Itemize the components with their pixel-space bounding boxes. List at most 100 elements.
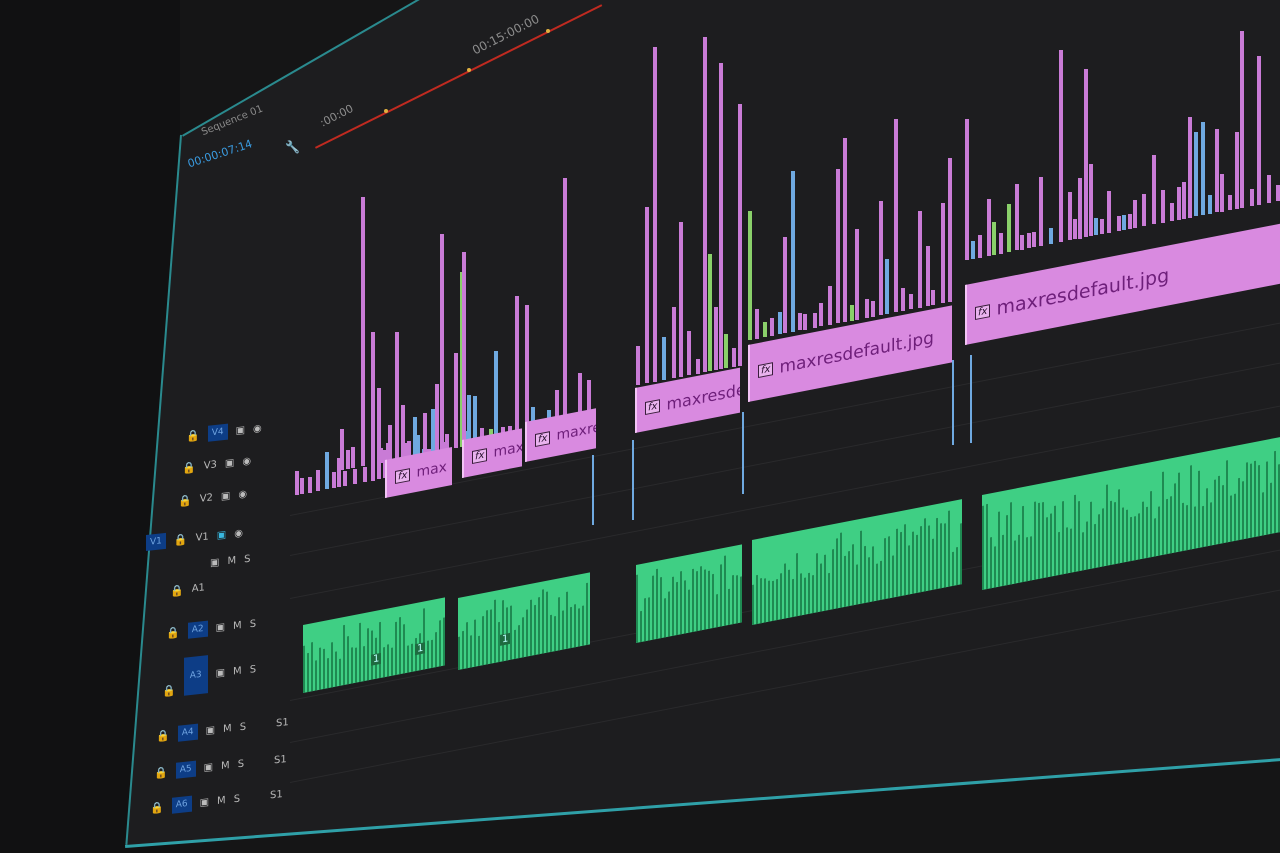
waveform-bar — [1106, 484, 1108, 566]
waveform-bar — [1118, 488, 1120, 564]
toggle-output-icon[interactable]: ▣ — [216, 529, 227, 542]
toggle-output-icon[interactable]: ▣ — [215, 621, 226, 634]
lock-icon[interactable]: 🔒 — [173, 532, 188, 547]
stacked-clip-spike — [332, 471, 336, 488]
waveform-bar — [876, 563, 878, 601]
eye-icon[interactable]: ◉ — [238, 488, 248, 501]
waveform-bar — [391, 647, 393, 676]
toggle-output-icon[interactable]: ▣ — [210, 557, 220, 569]
lock-icon[interactable]: 🔒 — [166, 625, 180, 640]
waveform-bar — [990, 537, 992, 589]
stacked-clip-spike — [587, 380, 591, 427]
solo-button[interactable]: S — [249, 618, 257, 630]
stacked-clip-spike — [343, 470, 347, 486]
stacked-clip-spike — [791, 170, 795, 332]
waveform-bar — [812, 574, 814, 614]
waveform-bar — [720, 564, 722, 627]
clip-name: maxı — [493, 438, 522, 461]
waveform-bar — [692, 568, 694, 633]
fx-badge-icon: fx — [472, 447, 488, 464]
waveform-bar — [1034, 501, 1036, 580]
waveform-bar — [736, 574, 738, 624]
toggle-output-icon[interactable]: ▣ — [220, 490, 231, 503]
lock-icon[interactable]: 🔒 — [170, 583, 184, 598]
waveform-bar — [1194, 506, 1196, 549]
solo-button[interactable]: S — [244, 553, 251, 566]
waveform-bar — [474, 619, 476, 667]
waveform-bar — [1198, 470, 1200, 549]
fx-badge-icon: fx — [535, 430, 551, 447]
waveform-bar — [1110, 500, 1112, 566]
mute-button[interactable]: M — [227, 555, 237, 568]
clip-marker: 1 — [500, 632, 511, 646]
solo-button[interactable]: S — [239, 721, 247, 733]
stacked-clip-spike — [340, 429, 344, 470]
waveform-bar — [1266, 461, 1268, 535]
lock-icon[interactable]: 🔒 — [186, 428, 200, 443]
stacked-clip-spike — [926, 245, 930, 307]
toggle-output-icon[interactable]: ▣ — [199, 796, 210, 809]
waveform-bar — [948, 510, 950, 587]
mute-button[interactable]: M — [217, 794, 226, 807]
mute-button[interactable]: M — [223, 722, 232, 735]
stacked-clip-spike — [1267, 174, 1271, 203]
toggle-output-icon[interactable]: ▣ — [203, 761, 214, 774]
eye-icon[interactable]: ◉ — [234, 527, 243, 540]
waveform-bar — [578, 608, 580, 647]
track-label: V2 — [199, 492, 213, 505]
wrench-icon[interactable]: 🔧 — [285, 140, 300, 154]
source-patch[interactable]: V1 — [146, 532, 166, 551]
stacked-clip-spike — [563, 177, 567, 431]
stacked-clip-spike — [1078, 178, 1082, 239]
mute-button[interactable]: M — [233, 619, 242, 632]
waveform-bar — [435, 632, 437, 668]
waveform-bar — [1062, 501, 1064, 575]
waveform-bar — [998, 511, 1000, 587]
lock-icon[interactable]: 🔒 — [156, 728, 170, 743]
waveform-bar — [664, 597, 666, 638]
toggle-output-icon[interactable]: ▣ — [205, 724, 216, 737]
solo-button[interactable]: S — [233, 793, 241, 805]
stacked-clip-spike — [813, 312, 817, 328]
stacked-clip-spike — [714, 306, 718, 371]
waveform-bar — [904, 524, 906, 596]
waveform-bar — [708, 570, 710, 630]
solo-button[interactable]: S — [249, 663, 257, 676]
waveform-bar — [1114, 501, 1116, 565]
toggle-output-icon[interactable]: ▣ — [224, 457, 235, 470]
waveform-bar — [534, 605, 536, 656]
mute-button[interactable]: M — [233, 665, 242, 678]
waveform-bar — [1238, 477, 1240, 541]
waveform-bar — [696, 570, 698, 632]
stacked-clip-spike — [1128, 213, 1132, 230]
waveform-bar — [920, 526, 922, 593]
stacked-clip-spike — [431, 408, 435, 453]
waveform-bar — [1046, 516, 1048, 578]
stacked-clip-spike — [999, 233, 1003, 254]
stacked-clip-spike — [295, 470, 299, 495]
solo-button[interactable]: S — [237, 758, 245, 770]
eye-icon[interactable]: ◉ — [253, 422, 262, 435]
toggle-output-icon[interactable]: ▣ — [235, 424, 246, 437]
waveform-bar — [395, 622, 397, 676]
waveform-bar — [640, 610, 642, 643]
waveform-bar — [864, 546, 866, 604]
lock-icon[interactable]: 🔒 — [182, 460, 196, 475]
lock-icon[interactable]: 🔒 — [154, 765, 168, 780]
waveform-bar — [704, 569, 706, 630]
lock-icon[interactable]: 🔒 — [150, 800, 164, 815]
waveform-bar — [712, 573, 714, 629]
stacked-clip-spike — [395, 332, 399, 460]
lock-icon[interactable]: 🔒 — [162, 683, 176, 698]
stacked-clip-spike — [1257, 55, 1261, 205]
track-label: A2 — [187, 620, 208, 639]
fx-badge-icon: fx — [758, 362, 774, 379]
stacked-clip-spike — [941, 202, 945, 304]
mute-button[interactable]: M — [221, 759, 230, 772]
waveform-bar — [566, 591, 568, 650]
lock-icon[interactable]: 🔒 — [178, 493, 192, 508]
toggle-output-icon[interactable]: ▣ — [215, 666, 226, 679]
eye-icon[interactable]: ◉ — [242, 455, 252, 468]
waveform-bar — [319, 647, 321, 690]
stacked-clip-spike — [379, 447, 383, 463]
